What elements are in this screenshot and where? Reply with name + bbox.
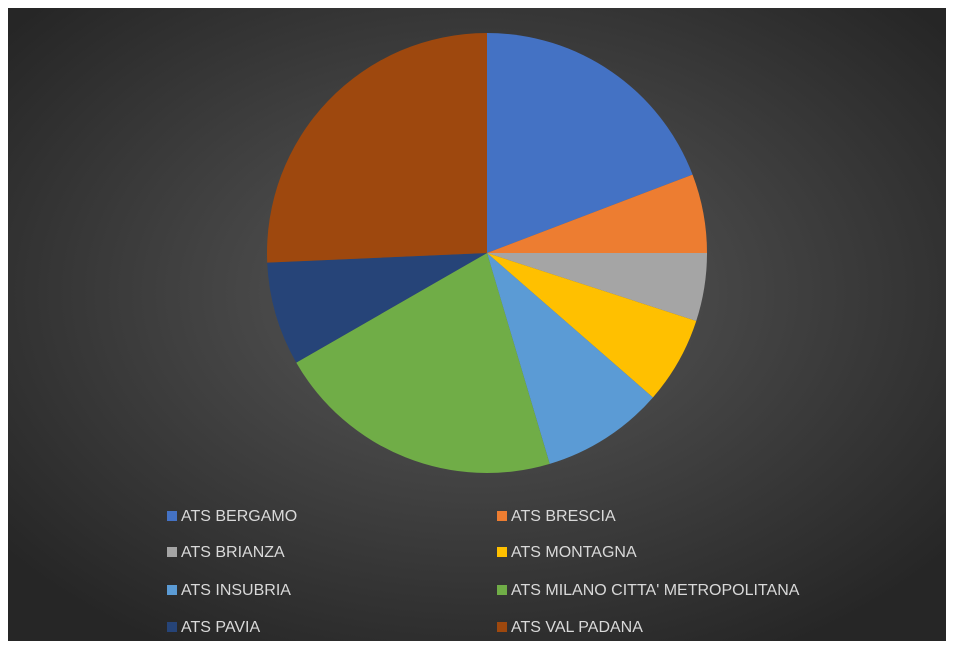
pie-slice (267, 33, 487, 263)
pie-slice (487, 174, 707, 253)
legend-label: ATS VAL PADANA (511, 619, 643, 636)
legend-label: ATS BRIANZA (181, 544, 285, 561)
legend-swatch (167, 547, 177, 557)
pie-slice (487, 253, 707, 321)
pie-slice (267, 253, 487, 363)
legend-swatch (497, 511, 507, 521)
legend-swatch (167, 585, 177, 595)
legend-label: ATS INSUBRIA (181, 582, 291, 599)
legend-label: ATS PAVIA (181, 619, 260, 636)
legend-label: ATS MONTAGNA (511, 544, 637, 561)
legend-swatch (167, 622, 177, 632)
pie-slice (296, 253, 550, 473)
legend-swatch (167, 511, 177, 521)
pie-slice (487, 33, 693, 253)
legend-label: ATS BRESCIA (511, 508, 616, 525)
legend-swatch (497, 622, 507, 632)
legend-label: ATS MILANO CITTA' METROPOLITANA (511, 582, 800, 599)
legend-swatch (497, 585, 507, 595)
pie-slice (487, 253, 653, 464)
legend-label: ATS BERGAMO (181, 508, 297, 525)
pie (267, 33, 707, 473)
pie-slice (487, 253, 697, 398)
legend-swatch (497, 547, 507, 557)
legend: ATS BERGAMO ATS BRESCIA ATS BRIANZA ATS MON… (167, 508, 800, 636)
